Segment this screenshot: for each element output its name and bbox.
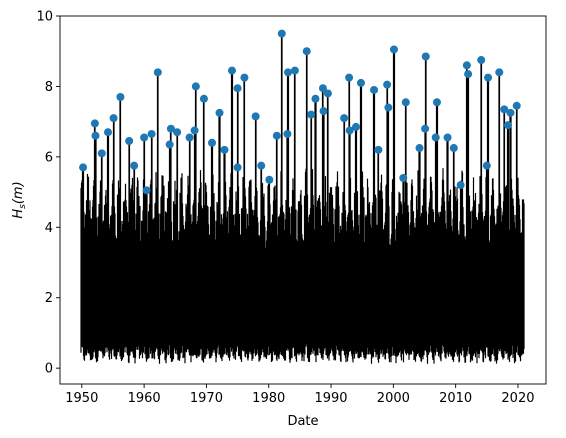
peak-marker-point bbox=[495, 68, 504, 77]
peak-marker-point bbox=[319, 107, 328, 116]
y-axis-label-subscript: s bbox=[18, 204, 28, 209]
peak-marker-point bbox=[233, 163, 242, 172]
x-tick-label: 1960 bbox=[128, 391, 161, 406]
peak-marker-point bbox=[484, 73, 493, 82]
peak-marker-point bbox=[116, 92, 125, 101]
y-tick-label: 4 bbox=[45, 221, 53, 236]
peak-marker-point bbox=[356, 78, 365, 87]
x-axis-label: Date bbox=[287, 414, 318, 429]
peak-marker-point bbox=[208, 138, 217, 147]
peak-marker-point bbox=[142, 186, 151, 195]
peak-marker-point bbox=[500, 105, 509, 114]
peak-marker-point bbox=[311, 94, 320, 103]
peak-marker-point bbox=[191, 82, 200, 91]
y-axis-label: Hs(m) bbox=[11, 181, 28, 218]
peak-marker-point bbox=[251, 112, 260, 121]
y-tick-label: 10 bbox=[36, 10, 53, 25]
peak-marker-point bbox=[173, 128, 182, 137]
peak-marker-point bbox=[290, 66, 299, 75]
peak-marker-point bbox=[307, 110, 316, 119]
x-tick-label: 1950 bbox=[65, 391, 98, 406]
y-tick-label: 6 bbox=[45, 150, 53, 165]
peak-marker-point bbox=[97, 149, 106, 158]
peak-marker-point bbox=[227, 66, 236, 75]
peak-marker-point bbox=[91, 131, 100, 140]
peak-marker-point bbox=[185, 133, 194, 142]
hs-timeseries-line bbox=[80, 33, 525, 364]
peak-marker-point bbox=[233, 84, 242, 93]
peak-marker-point bbox=[456, 181, 465, 190]
peak-marker-point bbox=[415, 144, 424, 153]
y-tick-label: 2 bbox=[45, 291, 53, 306]
peak-marker-point bbox=[240, 73, 249, 82]
peak-marker-point bbox=[277, 29, 286, 38]
peak-marker-point bbox=[165, 140, 174, 149]
peak-marker-point bbox=[431, 133, 440, 142]
peak-marker-point bbox=[482, 161, 491, 170]
y-axis-label-base: H bbox=[11, 209, 26, 219]
peak-marker-point bbox=[449, 144, 458, 153]
x-tick-label: 2020 bbox=[501, 391, 534, 406]
peak-marker-point bbox=[384, 103, 393, 112]
peak-marker-point bbox=[190, 126, 199, 135]
x-tick-label: 1980 bbox=[252, 391, 285, 406]
peak-marker-point bbox=[512, 101, 521, 110]
peak-marker-point bbox=[79, 163, 88, 172]
peak-marker-point bbox=[220, 145, 229, 154]
peak-marker-point bbox=[389, 45, 398, 54]
peak-marker-point bbox=[153, 68, 162, 77]
peak-marker-point bbox=[109, 114, 118, 123]
peak-marker-point bbox=[462, 61, 471, 70]
peak-marker-point bbox=[302, 47, 311, 56]
peak-marker-point bbox=[125, 137, 134, 146]
peak-marker-point bbox=[383, 80, 392, 89]
y-tick-label: 0 bbox=[45, 362, 53, 377]
peak-marker-point bbox=[370, 85, 379, 94]
peak-marker-point bbox=[90, 119, 99, 128]
peak-marker-point bbox=[345, 126, 354, 135]
peak-marker-point bbox=[147, 129, 156, 138]
y-axis-label-rest: (m) bbox=[11, 181, 26, 204]
x-tick-label: 2010 bbox=[439, 391, 472, 406]
peak-marker-point bbox=[399, 173, 408, 182]
peak-marker-point bbox=[284, 68, 293, 77]
peak-marker-point bbox=[421, 124, 430, 133]
peak-marker-point bbox=[503, 121, 512, 130]
peak-marker-point bbox=[272, 131, 281, 140]
peak-marker-point bbox=[464, 70, 473, 79]
peak-marker-point bbox=[130, 161, 139, 170]
peak-marker-point bbox=[345, 73, 354, 82]
y-tick-label: 8 bbox=[45, 80, 53, 95]
peak-marker-point bbox=[477, 56, 486, 65]
axes-frame bbox=[59, 15, 547, 385]
peak-marker-point bbox=[323, 89, 332, 98]
x-tick-label: 1990 bbox=[314, 391, 347, 406]
peak-marker-point bbox=[283, 129, 292, 138]
peak-marker-point bbox=[140, 133, 149, 142]
peak-marker-point bbox=[215, 108, 224, 117]
peak-marker-point bbox=[443, 133, 452, 142]
peak-marker-point bbox=[351, 122, 360, 131]
peak-marker-point bbox=[401, 98, 410, 107]
peak-marker-point bbox=[103, 128, 112, 137]
peak-marker-point bbox=[166, 124, 175, 133]
peak-marker-point bbox=[265, 175, 274, 184]
peak-marker-point bbox=[257, 161, 266, 170]
peak-marker-point bbox=[374, 145, 383, 154]
peak-marker-point bbox=[421, 52, 430, 61]
axes: 1950 1960 1970 1980 1990 2000 2010 2020 0 2 4 6 8 10 bbox=[36, 10, 547, 406]
peak-marker-point bbox=[506, 108, 515, 117]
peak-marker-point bbox=[318, 84, 327, 93]
peak-marker-point bbox=[432, 98, 441, 107]
plot-area bbox=[79, 29, 525, 364]
peak-marker-point bbox=[199, 94, 208, 103]
x-tick-label: 1970 bbox=[190, 391, 223, 406]
peak-marker-point bbox=[340, 114, 349, 123]
x-tick-label: 2000 bbox=[377, 391, 410, 406]
